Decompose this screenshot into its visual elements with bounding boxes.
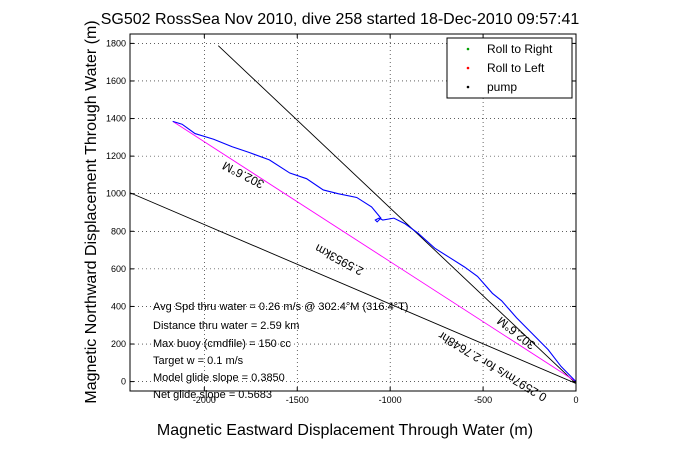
x-tick-label: 0: [573, 395, 578, 405]
stat-line: Net glide slope = 0.5683: [153, 389, 272, 401]
stat-line: Target w = 0.1 m/s: [153, 355, 244, 367]
y-tick-label: 1600: [106, 76, 126, 86]
y-tick-label: 0: [121, 377, 126, 387]
y-tick-label: 800: [111, 226, 126, 236]
legend-marker-roll-left: [466, 66, 470, 70]
y-tick-label: 200: [111, 339, 126, 349]
stat-line: Distance thru water = 2.59 km: [153, 320, 299, 332]
legend-label-pump: pump: [487, 80, 517, 94]
legend-marker-roll-right: [466, 47, 470, 51]
stat-line: Model glide slope = 0.3850: [153, 372, 285, 384]
x-axis-label: Magnetic Eastward Displacement Through W…: [157, 422, 533, 439]
legend-marker-pump: [466, 85, 470, 89]
x-tick-label: -1500: [286, 395, 309, 405]
y-tick-label: 1200: [106, 151, 126, 161]
net-displacement-line: [172, 120, 577, 382]
y-tick-label: 1400: [106, 114, 126, 124]
legend: Roll to Right Roll to Left pump: [446, 37, 573, 99]
reference-line: [129, 192, 577, 384]
x-tick-label: -2000: [193, 395, 216, 405]
stat-line: Max buoy (cmdfile) = 150 cc: [153, 338, 291, 350]
legend-label-roll-right: Roll to Right: [487, 42, 553, 56]
plot-frame: [129, 33, 577, 392]
x-ticks: -2000 -1500 -1000 -500 0: [193, 34, 579, 405]
reference-line: [217, 45, 577, 384]
y-tick-label: 400: [111, 301, 126, 311]
reference-lines: [129, 45, 577, 384]
x-tick-label: -1000: [379, 395, 402, 405]
chart-title: SG502 RossSea Nov 2010, dive 258 started…: [101, 11, 580, 28]
y-tick-label: 600: [111, 264, 126, 274]
legend-label-roll-left: Roll to Left: [487, 61, 545, 75]
series-group: [172, 120, 577, 382]
y-tick-label: 1800: [106, 38, 126, 48]
y-ticks: 0 200 400 600 800 1000 1200 1400 1600 1800: [106, 38, 576, 387]
stats-block: Avg Spd thru water = 0.26 m/s @ 302.4°M …: [153, 301, 408, 401]
y-tick-label: 1000: [106, 189, 126, 199]
x-tick-label: -500: [474, 395, 492, 405]
stat-line: Avg Spd thru water = 0.26 m/s @ 302.4°M …: [153, 301, 408, 313]
y-axis-label: Magnetic Northward Displacement Through …: [83, 20, 100, 403]
track-line: [172, 120, 577, 382]
